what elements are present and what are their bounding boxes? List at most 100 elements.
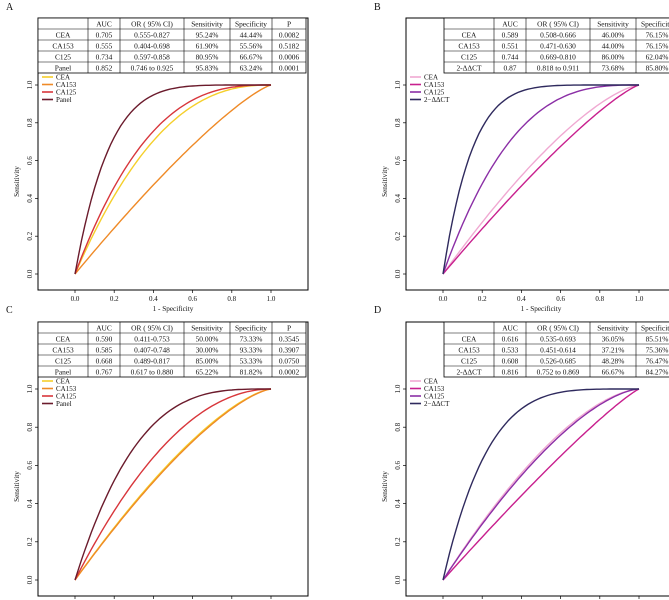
y-tick-label: 1.0 (26, 80, 34, 89)
legend-label: CA153 (56, 81, 77, 89)
table-cell: 0.608 (502, 356, 519, 365)
table-cell: 73.33% (240, 334, 263, 343)
axes: 0.00.20.40.60.81.00.00.20.40.60.81.01 - … (381, 384, 640, 599)
table-header-cell: Specificity (235, 19, 267, 28)
panel-c: C AUC OR ( 95% CI) Sensitivity Specificity P C… (6, 305, 309, 599)
y-tick-label: 0.4 (394, 499, 402, 508)
table-header-cell: P (287, 323, 291, 332)
y-tick-label: 0.6 (26, 156, 34, 165)
y-axis-label: Sensitivity (381, 166, 389, 197)
table-cell: 81.82% (240, 367, 263, 376)
table-header-cell: AUC (96, 323, 112, 332)
table-cell: 75.36% (646, 345, 669, 354)
table-header-cell: Specificity (641, 323, 669, 332)
table-cell: 0.746 to 0.925 (131, 63, 174, 72)
table-cell: 86.00% (602, 52, 625, 61)
table-cell: 0.451-0.614 (540, 345, 576, 354)
table-cell: 30.00% (196, 345, 219, 354)
table-cell: 0.555 (96, 41, 113, 50)
x-tick-label: 0.6 (188, 295, 197, 303)
legend-label: CA125 (424, 393, 445, 401)
legend-label: 2−ΔΔCT (424, 96, 450, 104)
legend-label: CA153 (424, 385, 445, 393)
legend-label: CA153 (56, 385, 77, 393)
roc-curve-2ct (442, 84, 639, 275)
legend-label: CA125 (424, 89, 445, 97)
table-cell: 0.471-0.630 (540, 41, 576, 50)
table-cell: 73.68% (602, 63, 625, 72)
table-cell: 0.0082 (279, 30, 300, 39)
table-cell: 0.0002 (279, 367, 300, 376)
roc-curves (74, 84, 272, 275)
table-cell: 0.705 (96, 30, 113, 39)
roc-curve-cea (442, 84, 640, 275)
roc-curves (442, 388, 640, 581)
x-tick-label: 0.8 (227, 295, 236, 303)
table-cell: 0.551 (502, 41, 519, 50)
table-header-cell: Specificity (641, 19, 669, 28)
roc-curve-cea (74, 388, 272, 581)
table-cell: 44.00% (602, 41, 625, 50)
axes: 0.00.20.40.60.81.00.00.20.40.60.81.01 - … (13, 384, 272, 599)
roc-curve-cea (74, 84, 271, 275)
table-cell: 0.668 (96, 356, 113, 365)
x-tick-label: 1.0 (267, 295, 276, 303)
roc-curve-panel (74, 388, 271, 581)
table-border (37, 17, 307, 74)
table-cell: 0.734 (96, 52, 113, 61)
legend-label: CA153 (424, 81, 445, 89)
table-cell: 66.67% (602, 367, 625, 376)
stats-table: AUC OR ( 95% CI) Sensitivity Specificity P CE… (37, 17, 307, 74)
table-cell: CEA (462, 30, 477, 39)
x-axis-label: 1 - Specificity (153, 305, 194, 313)
table-header-cell: Sensitivity (597, 19, 629, 28)
table-cell: 95.24% (196, 30, 219, 39)
table-cell: 0.752 to 0.869 (537, 367, 580, 376)
table-cell: 0.533 (502, 345, 519, 354)
table-cell: 0.590 (96, 334, 113, 343)
x-tick-label: 0.4 (517, 295, 526, 303)
table-cell: 0.616 (502, 334, 519, 343)
y-tick-label: 0.2 (26, 537, 34, 546)
stats-table: AUC OR ( 95% CI) Sensitivity Specificity P CE… (37, 321, 307, 378)
table-cell: 66.67% (240, 52, 263, 61)
table-cell: C125 (55, 356, 71, 365)
x-tick-label: 0.8 (595, 295, 604, 303)
legend-label: Panel (56, 96, 72, 104)
table-header-cell: AUC (502, 323, 518, 332)
roc-curve-ca153 (442, 84, 640, 275)
table-cell: 0.508-0.666 (540, 30, 576, 39)
table-cell: C125 (461, 52, 477, 61)
table-cell: 65.22% (196, 367, 219, 376)
table-cell: 62.04% (646, 52, 669, 61)
table-cell: 85.00% (196, 356, 219, 365)
y-axis-label: Sensitivity (381, 471, 389, 502)
y-tick-label: 0.4 (394, 194, 402, 203)
y-tick-label: 0.0 (26, 269, 34, 278)
table-cell: 76.47% (646, 356, 669, 365)
table-cell: 0.617 to 0.880 (131, 367, 174, 376)
table-header-cell: OR ( 95% CI) (131, 323, 173, 332)
roc-curve-panel (74, 84, 271, 275)
table-cell: 0.669-0.810 (540, 52, 576, 61)
roc-curve-ca153 (74, 388, 272, 581)
x-tick-label: 0.0 (71, 295, 80, 303)
table-cell: 0.555-0.827 (134, 30, 170, 39)
table-cell: 2-ΔΔCT (456, 367, 482, 376)
table-cell: 61.90% (196, 41, 219, 50)
table-cell: Panel (55, 367, 71, 376)
table-cell: 0.407-0.748 (134, 345, 170, 354)
y-tick-label: 0.0 (26, 575, 34, 584)
table-cell: 0.535-0.693 (540, 334, 576, 343)
table-cell: 63.24% (240, 63, 263, 72)
roc-curves (442, 84, 640, 275)
legend-label: Panel (56, 400, 72, 408)
legend-label: CEA (424, 378, 438, 386)
panel-label: A (6, 2, 14, 13)
table-cell: 76.15% (646, 41, 669, 50)
table-header-cell: Sensitivity (191, 19, 223, 28)
y-tick-label: 0.0 (394, 575, 402, 584)
y-tick-label: 0.4 (26, 499, 34, 508)
